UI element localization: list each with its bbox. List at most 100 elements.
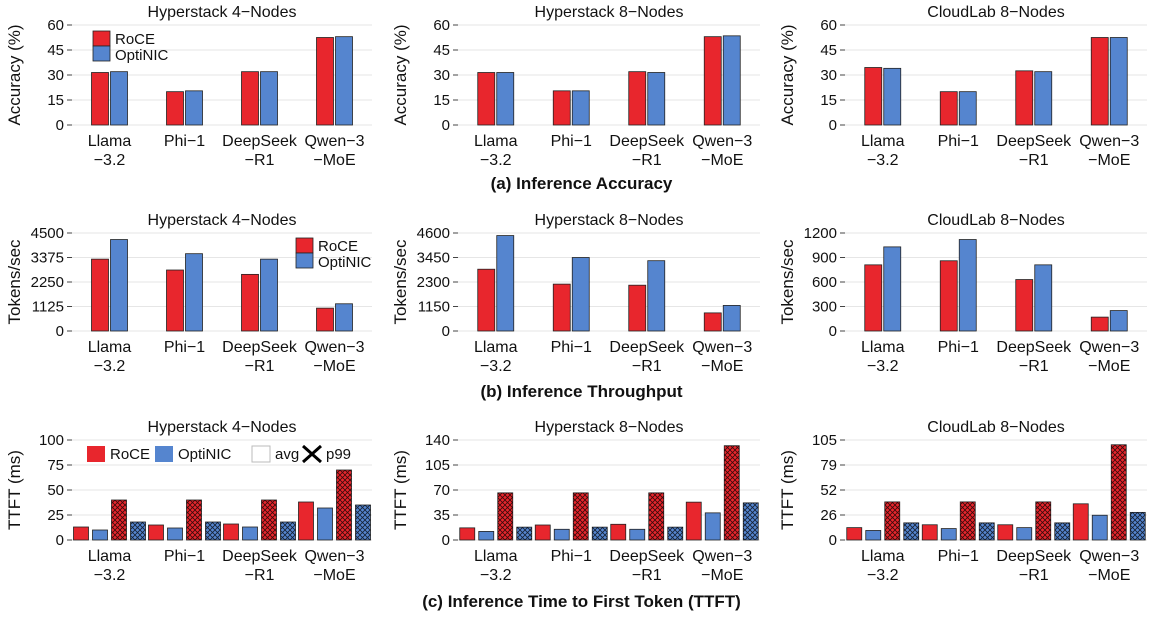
x-tick-label: Qwen−3 [692, 133, 752, 150]
y-tick-label: 3450 [417, 250, 450, 267]
y-axis-label: Tokens/sec [5, 239, 24, 325]
x-tick-label: −R1 [632, 567, 662, 584]
x-tick-label: Phi−1 [164, 133, 205, 150]
panel-title: Hyperstack 4−Nodes [148, 4, 297, 21]
x-tick-label: −MoE [1088, 358, 1130, 375]
optinic-bar [110, 71, 128, 126]
x-tick-label: −3.2 [867, 567, 899, 584]
x-tick-label: DeepSeek [609, 548, 685, 565]
optinic-p99-bar-hatch [903, 522, 919, 540]
y-tick-label: 60 [47, 17, 64, 34]
x-tick-label: DeepSeek [222, 133, 298, 150]
x-tick-label: −R1 [1019, 152, 1049, 169]
y-tick-label: 105 [425, 457, 450, 474]
x-tick-label: −3.2 [867, 358, 899, 375]
roce-bar [1090, 37, 1109, 126]
x-tick-label: −MoE [1088, 152, 1130, 169]
roce-bar [241, 273, 259, 332]
panel-acc-h8: 0 15 30 45 60 Hyperstack 8−Nodes Accuracy (%) L… [391, 4, 760, 169]
panel-acc-h4: 0 15 30 45 60 Hyperstack 4−Nodes Accuracy (%) L… [5, 4, 372, 169]
optinic-p99-bar-hatch [205, 522, 221, 540]
roce-bar [1015, 279, 1034, 332]
roce-p99-bar-hatch [1035, 501, 1051, 540]
roce-avg-bar [148, 524, 164, 541]
x-tick-label: Qwen−3 [1079, 548, 1139, 565]
panel-thr-h8: 0 1150 2300 3450 4600 Hyperstack 8−Nodes Token… [391, 212, 760, 375]
roce-p99-bar-hatch [648, 492, 664, 540]
x-tick-label: −MoE [313, 567, 355, 584]
y-tick-label: 2250 [31, 274, 64, 291]
panel-title: Hyperstack 8−Nodes [535, 4, 684, 21]
optinic-avg-bar [865, 530, 882, 541]
x-tick-label: DeepSeek [996, 548, 1072, 565]
roce-avg-bar [1072, 503, 1089, 541]
roce-avg-bar [298, 501, 314, 541]
roce-bar [939, 260, 958, 332]
optinic-p99-bar-hatch [979, 522, 995, 540]
y-tick-label: 15 [820, 92, 837, 109]
x-tick-label: Llama [88, 548, 132, 565]
y-tick-label: 300 [812, 299, 837, 316]
x-tick-label: Llama [861, 339, 905, 356]
panel-title: Hyperstack 8−Nodes [535, 212, 684, 229]
roce-bar [628, 284, 647, 332]
x-tick-label: Qwen−3 [304, 548, 364, 565]
y-tick-label: 52 [820, 482, 837, 499]
panel-title: Hyperstack 8−Nodes [535, 419, 684, 436]
x-tick-label: −R1 [632, 152, 662, 169]
panel-title: Hyperstack 4−Nodes [148, 419, 297, 436]
optinic-p99-bar-hatch [592, 527, 608, 540]
roce-bar [864, 264, 883, 332]
x-tick-label: −3.2 [480, 567, 512, 584]
x-tick-label: −3.2 [480, 152, 512, 169]
legend-label-p99: p99 [326, 446, 351, 463]
legend-swatch-roce [87, 446, 105, 462]
y-axis-label: Tokens/sec [778, 239, 797, 325]
roce-avg-bar [223, 523, 239, 541]
legend-label-optinic: OptiNIC [115, 47, 169, 64]
x-tick-label: −R1 [245, 152, 275, 169]
optinic-p99-bar-hatch [355, 505, 371, 540]
optinic-avg-bar [167, 527, 183, 541]
x-tick-label: Phi−1 [938, 339, 979, 356]
roce-bar [241, 71, 259, 126]
y-tick-label: 45 [47, 42, 64, 59]
x-tick-label: −R1 [1019, 358, 1049, 375]
roce-bar [703, 312, 722, 332]
y-tick-label: 4500 [31, 225, 64, 242]
panel-title: CloudLab 8−Nodes [927, 212, 1064, 229]
roce-p99-bar-hatch [960, 501, 976, 540]
x-tick-label: Llama [861, 133, 905, 150]
legend-label-avg: avg [275, 446, 299, 463]
optinic-bar [260, 258, 278, 332]
panel-acc-cl8: 0 15 30 45 60 CloudLab 8−Nodes Accuracy (%) Lla… [778, 4, 1147, 169]
roce-bar [1090, 316, 1109, 332]
y-tick-label: 15 [47, 92, 64, 109]
x-tick-label: Phi−1 [164, 339, 205, 356]
y-tick-label: 4600 [417, 225, 450, 242]
x-tick-label: DeepSeek [222, 548, 298, 565]
roce-bar [552, 283, 571, 332]
x-tick-label: Llama [861, 548, 905, 565]
y-tick-label: 140 [425, 432, 450, 449]
optinic-bar [571, 257, 590, 332]
x-tick-label: Qwen−3 [304, 133, 364, 150]
y-tick-label: 15 [433, 92, 450, 109]
x-tick-label: DeepSeek [996, 339, 1072, 356]
optinic-avg-bar [704, 512, 721, 541]
optinic-p99-bar-hatch [130, 522, 146, 540]
x-tick-label: Llama [474, 339, 518, 356]
x-tick-label: Qwen−3 [1079, 133, 1139, 150]
optinic-bar [1034, 71, 1053, 126]
roce-bar [477, 72, 496, 126]
y-tick-label: 1200 [804, 225, 837, 242]
optinic-bar [883, 67, 902, 126]
x-tick-label: Llama [474, 133, 518, 150]
roce-p99-bar-hatch [186, 500, 202, 540]
roce-avg-bar [73, 526, 89, 541]
optinic-p99-bar-hatch [1054, 522, 1070, 540]
y-axis-label: Accuracy (%) [778, 24, 797, 125]
x-tick-label: Phi−1 [938, 548, 979, 565]
y-tick-label: 70 [433, 482, 450, 499]
